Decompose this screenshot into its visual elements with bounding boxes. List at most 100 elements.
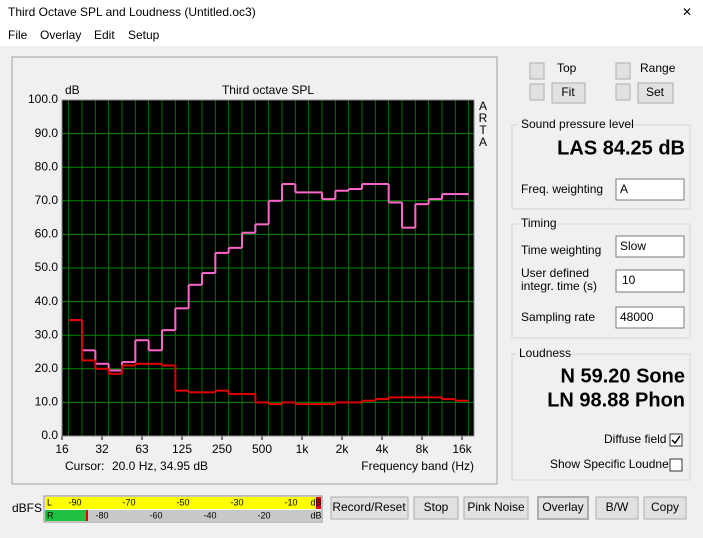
spin-down[interactable] <box>529 83 545 101</box>
meter-channel: L <box>47 497 52 507</box>
x-axis-label: Frequency band (Hz) <box>361 459 474 473</box>
menu-item[interactable]: Setup <box>128 28 160 42</box>
group-gap <box>516 347 570 361</box>
meter-tick: -60 <box>149 510 162 520</box>
dropdown-value: 48000 <box>620 310 654 324</box>
menu-item[interactable]: Overlay <box>40 28 81 42</box>
meter-tick: -30 <box>230 497 243 507</box>
dropdown[interactable] <box>615 235 685 258</box>
window-title: Third Octave SPL and Loudness (Untitled.… <box>8 5 256 19</box>
dropdown[interactable] <box>615 306 685 329</box>
side-label: A <box>479 99 487 113</box>
menu-bar <box>0 26 703 46</box>
meter-tick: dB <box>310 510 321 520</box>
group-heading: Loudness <box>519 346 571 360</box>
spin-up[interactable] <box>529 62 545 80</box>
group-box <box>511 353 691 481</box>
checkbox[interactable] <box>669 433 683 447</box>
cursor-label: Cursor: <box>65 459 104 473</box>
button-text: Stop <box>424 500 449 514</box>
x-tick-label: 500 <box>252 442 272 456</box>
field-label: Freq. weighting <box>521 182 603 196</box>
y-tick-label: 100.0 <box>28 92 58 106</box>
field-label: Sampling rate <box>521 310 595 324</box>
button-text: Pink Noise <box>467 500 525 514</box>
button[interactable] <box>463 496 529 520</box>
title-bar <box>0 0 703 26</box>
meter-right-empty <box>87 510 321 521</box>
text-input[interactable] <box>615 269 685 293</box>
meter-tick: -40 <box>203 510 216 520</box>
x-tick-label: 1k <box>296 442 310 456</box>
x-tick-label: 63 <box>135 442 149 456</box>
x-tick-label: 16 <box>55 442 69 456</box>
meter-peak <box>86 510 88 521</box>
y-tick-label: 30.0 <box>35 327 59 341</box>
y-unit: dB <box>65 83 80 97</box>
y-tick-label: 0.0 <box>41 428 58 442</box>
y-tick-label: 80.0 <box>35 159 59 173</box>
plot-border <box>61 99 475 437</box>
dropdown-value: A <box>620 182 628 196</box>
group-heading: Sound pressure level <box>521 117 634 131</box>
button[interactable] <box>413 496 459 520</box>
button[interactable] <box>595 496 639 520</box>
meter-tick: -90 <box>68 497 81 507</box>
set-text: Set <box>646 85 665 99</box>
x-tick-label: 16k <box>452 442 472 456</box>
field-label: User defined <box>521 266 589 280</box>
side-label: R <box>479 111 488 125</box>
meter-right-level <box>45 510 87 521</box>
button-text: Copy <box>651 500 679 514</box>
side-label: A <box>479 135 487 149</box>
phon-reading: LN 98.88 Phon <box>547 389 685 411</box>
side-label: T <box>479 123 487 137</box>
x-tick-label: 32 <box>95 442 109 456</box>
y-tick-label: 90.0 <box>35 126 59 140</box>
button-text: Overlay <box>542 500 583 514</box>
fit-text: Fit <box>561 85 575 99</box>
checkmark <box>671 435 681 445</box>
meter-unit: dBFS <box>12 501 42 515</box>
x-tick-label: 8k <box>416 442 430 456</box>
dropdown-value: Slow <box>620 239 646 253</box>
meter-tick: -10 <box>284 497 297 507</box>
field-label: Time weighting <box>521 243 601 257</box>
button-text: Record/Reset <box>332 500 406 514</box>
meter-tick: -20 <box>257 510 270 520</box>
x-tick-label: 4k <box>376 442 390 456</box>
checkbox-label: Diffuse field <box>604 432 666 446</box>
checkbox[interactable] <box>669 458 683 472</box>
close-button[interactable]: ✕ <box>682 5 692 19</box>
meter-left-level <box>45 497 316 509</box>
y-tick-label: 60.0 <box>35 227 59 241</box>
x-tick-label: 2k <box>336 442 350 456</box>
button-text: B/W <box>606 500 629 514</box>
x-tick-label: 250 <box>212 442 232 456</box>
group-heading: Timing <box>521 216 557 230</box>
checkbox-label: Show Specific Loudness <box>550 457 681 471</box>
button[interactable] <box>537 496 589 520</box>
y-tick-label: 10.0 <box>35 395 59 409</box>
spl-reading: LAS 84.25 dB <box>557 137 685 159</box>
set-button[interactable] <box>637 82 674 104</box>
meter-tick: dB <box>310 497 321 507</box>
top-label: Top <box>557 61 577 75</box>
spin-up[interactable] <box>615 62 631 80</box>
range-label: Range <box>640 61 676 75</box>
spin-down[interactable] <box>615 83 631 101</box>
field-label: integr. time (s) <box>521 279 597 293</box>
button[interactable] <box>330 496 409 520</box>
y-tick-label: 20.0 <box>35 361 59 375</box>
menu-item[interactable]: File <box>8 28 28 42</box>
group-box <box>511 223 691 339</box>
group-gap <box>518 118 628 132</box>
menu-item[interactable]: Edit <box>94 28 115 42</box>
meter-channel: R <box>47 510 54 520</box>
y-tick-label: 50.0 <box>35 260 59 274</box>
dropdown[interactable] <box>615 178 685 201</box>
fit-button[interactable] <box>551 82 586 104</box>
meter-tick: -80 <box>95 510 108 520</box>
button[interactable] <box>643 496 687 520</box>
